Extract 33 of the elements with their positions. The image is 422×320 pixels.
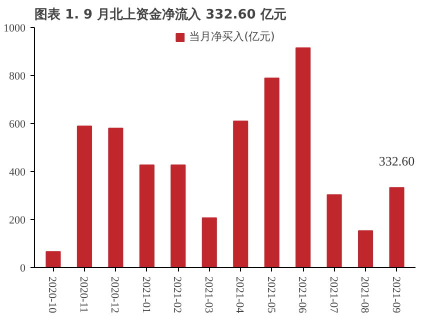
- bar: [46, 251, 61, 268]
- y-tick-label: 400: [9, 166, 26, 178]
- bar: [296, 47, 311, 268]
- y-tick-label: 0: [20, 262, 26, 274]
- data-label: 332.60: [378, 154, 415, 169]
- bar: [76, 126, 92, 268]
- x-tick-label: 2021-05: [264, 276, 277, 314]
- x-tick-label: 2021-08: [358, 276, 371, 314]
- bar: [358, 230, 374, 268]
- bar: [170, 164, 186, 268]
- x-tick-label: 2021-09: [390, 276, 402, 314]
- x-tick-label: 2021-07: [327, 276, 340, 314]
- bar: [108, 128, 124, 268]
- bar: [233, 120, 248, 268]
- x-tick-label: 2021-03: [202, 276, 214, 314]
- bar: [326, 194, 342, 268]
- x-tick-label: 2020-11: [77, 276, 90, 313]
- bar: [389, 187, 404, 268]
- y-tick-label: 200: [9, 214, 26, 226]
- x-tick-label: 2021-01: [140, 276, 152, 314]
- x-tick-label: 2020-10: [46, 276, 58, 314]
- chart-title: 图表 1. 9 月北上资金净流入 332.60 亿元: [34, 6, 286, 22]
- bar: [139, 164, 154, 268]
- x-tick-label: 2021-02: [171, 276, 184, 314]
- legend-label: 当月净买入(亿元): [189, 29, 275, 44]
- x-tick-label: 2021-04: [234, 276, 246, 314]
- y-tick-label: 1000: [4, 22, 26, 34]
- y-tick-label: 800: [9, 70, 26, 82]
- bar: [264, 78, 280, 268]
- y-tick-label: 600: [9, 118, 26, 130]
- x-tick-label: 2021-06: [296, 276, 308, 314]
- x-tick-label: 2020-12: [108, 276, 121, 314]
- bar: [202, 217, 217, 268]
